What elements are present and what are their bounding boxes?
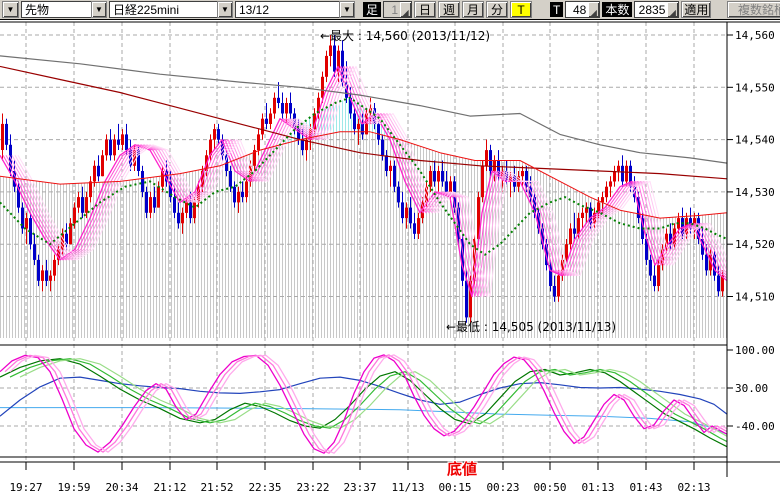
svg-text:20:34: 20:34 [105, 481, 138, 494]
contract-month-value[interactable]: 13/12 [235, 1, 339, 18]
symbol-combo[interactable]: 日経225mini ▼ [109, 1, 233, 18]
min-price-annotation: ←最低 : 14,505 (2013/11/13) [446, 320, 616, 334]
svg-text:23:37: 23:37 [343, 481, 376, 494]
chevron-down-icon[interactable]: ▼ [339, 1, 355, 18]
interval-stepper[interactable]: 1 ◢ [383, 1, 413, 18]
svg-text:21:52: 21:52 [200, 481, 233, 494]
chevron-down-icon[interactable]: ▼ [2, 1, 19, 18]
oscillator-layer [0, 354, 727, 454]
moving-average-layer [0, 55, 727, 256]
chart-canvas: 14,560 14,550 14,540 14,530 14,520 14,510 100.… [0, 21, 780, 500]
svg-text:14,550: 14,550 [735, 81, 775, 94]
period-day-button[interactable]: 日 [414, 1, 437, 18]
svg-text:11/13: 11/13 [391, 481, 424, 494]
svg-text:14,510: 14,510 [735, 291, 775, 304]
svg-text:00:23: 00:23 [486, 481, 519, 494]
bottom-price-annotation: 底値 [447, 460, 477, 478]
svg-text:-40.00: -40.00 [735, 420, 775, 433]
spinner-icon[interactable]: ◢ [400, 2, 412, 17]
period-week-button[interactable]: 週 [438, 1, 461, 18]
symbol-type-value[interactable]: 先物 [21, 1, 91, 18]
svg-text:100.00: 100.00 [735, 344, 775, 357]
bar-count-label: 本数 [602, 2, 633, 17]
tick-count-value[interactable]: 48 [573, 2, 587, 17]
bar-type-label: 足 [363, 2, 382, 17]
toolbar: ▼ 先物 ▼ 日経225mini ▼ 13/12 ▼ 足 1 ◢ 日 週 月 分… [0, 0, 780, 20]
contract-month-combo[interactable]: 13/12 ▼ [235, 1, 355, 18]
spinner-icon[interactable]: ◢ [588, 2, 600, 17]
svg-text:14,540: 14,540 [735, 134, 775, 147]
chevron-down-icon[interactable]: ▼ [217, 1, 233, 18]
svg-text:14,530: 14,530 [735, 186, 775, 199]
candles-layer [1, 35, 724, 323]
period-minute-button[interactable]: 分 [486, 1, 509, 18]
svg-text:00:15: 00:15 [438, 481, 471, 494]
bar-count-stepper[interactable]: 2835 ◢ [634, 1, 680, 18]
chevron-down-icon[interactable]: ▼ [91, 1, 107, 18]
svg-text:22:35: 22:35 [248, 481, 281, 494]
svg-text:01:43: 01:43 [629, 481, 662, 494]
chart-area[interactable]: 14,560 14,550 14,540 14,530 14,520 14,510 100.… [0, 21, 780, 500]
cloud-hatch-layer [0, 98, 727, 338]
spinner-icon[interactable]: ◢ [667, 2, 679, 17]
interval-value[interactable]: 1 [391, 2, 399, 17]
period-month-button[interactable]: 月 [462, 1, 485, 18]
symbol-type-combo[interactable]: 先物 ▼ [21, 1, 107, 18]
svg-text:02:13: 02:13 [677, 481, 710, 494]
svg-text:19:27: 19:27 [9, 481, 42, 494]
svg-text:23:22: 23:22 [296, 481, 329, 494]
svg-text:19:59: 19:59 [57, 481, 90, 494]
axes-layer [0, 21, 780, 477]
bar-count-value[interactable]: 2835 [638, 2, 666, 17]
svg-text:21:12: 21:12 [153, 481, 186, 494]
symbol-value[interactable]: 日経225mini [109, 1, 217, 18]
ema-ribbon-layer [0, 65, 727, 298]
axis-labels-layer: 14,560 14,550 14,540 14,530 14,520 14,510 100.… [9, 29, 774, 494]
apply-button[interactable]: 適用 [681, 1, 712, 18]
svg-text:30.00: 30.00 [735, 382, 768, 395]
multi-symbol-button[interactable]: 複数銘柄 [727, 1, 780, 18]
tick-count-stepper[interactable]: 48 ◢ [565, 1, 601, 18]
svg-text:00:50: 00:50 [533, 481, 566, 494]
tick-count-label: T [550, 2, 564, 17]
svg-text:14,560: 14,560 [735, 29, 775, 42]
max-price-annotation: ←最大 : 14,560 (2013/11/12) [320, 29, 490, 43]
svg-text:14,520: 14,520 [735, 238, 775, 251]
svg-text:01:13: 01:13 [581, 481, 614, 494]
period-tick-button[interactable]: T [510, 1, 533, 18]
